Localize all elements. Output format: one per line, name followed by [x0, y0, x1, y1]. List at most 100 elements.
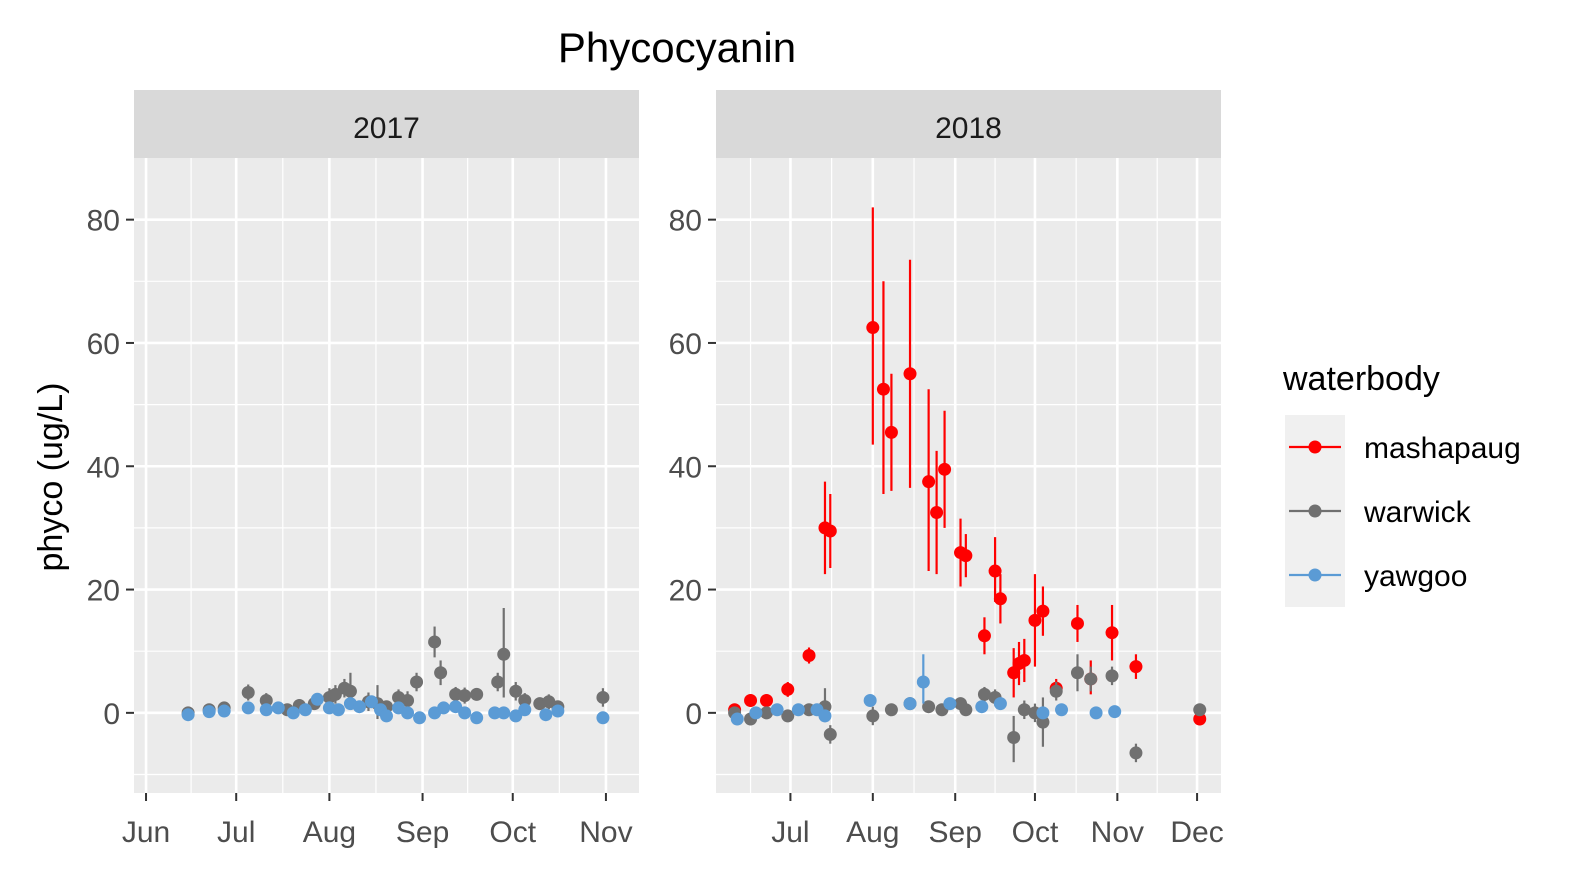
data-point	[331, 703, 345, 717]
legend-label: warwick	[1363, 496, 1472, 529]
data-point	[286, 706, 300, 720]
data-point	[823, 524, 837, 538]
data-point	[760, 694, 773, 708]
y-tick-label: 60	[87, 328, 120, 361]
data-point	[401, 706, 415, 720]
data-point	[959, 703, 973, 717]
x-tick-label: Oct	[1012, 816, 1059, 849]
data-point	[596, 690, 610, 704]
data-point	[781, 709, 795, 723]
data-point	[509, 684, 523, 698]
data-point	[241, 686, 255, 700]
y-tick-label: 0	[103, 698, 120, 731]
legend-key-point	[1308, 568, 1322, 582]
data-point	[884, 703, 898, 717]
legend-label: mashapaug	[1364, 432, 1521, 465]
data-point	[749, 706, 763, 720]
data-point	[1049, 684, 1063, 698]
data-point	[988, 564, 1002, 578]
chart-title: Phycocyanin	[558, 24, 796, 71]
x-tick-label: Aug	[846, 816, 899, 849]
data-point	[903, 697, 917, 711]
y-tick-label: 0	[685, 698, 702, 731]
data-point	[1129, 746, 1143, 760]
data-point	[437, 701, 451, 715]
data-point	[488, 706, 502, 720]
data-point	[1070, 666, 1084, 680]
legend-entry-mashapaug: mashapaug	[1285, 415, 1521, 479]
data-point	[428, 635, 442, 649]
y-tick-label: 20	[87, 575, 120, 608]
data-point	[1193, 712, 1207, 726]
x-tick-label: Oct	[489, 816, 536, 849]
series-yawgoo	[181, 692, 610, 725]
data-point	[470, 711, 484, 725]
y-tick-label: 40	[87, 451, 120, 484]
legend-title: waterbody	[1282, 360, 1440, 398]
x-tick-label: Sep	[396, 816, 449, 849]
x-tick-label: Dec	[1170, 816, 1223, 849]
data-point	[491, 675, 505, 689]
data-point	[993, 592, 1007, 606]
data-point	[352, 700, 366, 714]
data-point	[343, 684, 357, 698]
data-point	[977, 687, 991, 701]
strip-label: 2018	[935, 112, 1002, 145]
data-point	[916, 675, 930, 689]
panel-2018: 2018 0 20 40 60 80 Jul Aug Sep Oct Nov Dec	[669, 90, 1224, 849]
data-point	[1036, 706, 1050, 720]
x-tick-label: Nov	[579, 816, 632, 849]
x-tick-label: Nov	[1091, 816, 1144, 849]
data-point	[1017, 653, 1031, 667]
data-point	[930, 505, 944, 519]
x-tick-label: Jul	[771, 816, 809, 849]
data-point	[298, 703, 312, 717]
data-point	[943, 697, 957, 711]
data-point	[497, 706, 511, 720]
legend-label: yawgoo	[1364, 560, 1467, 593]
x-tick-label: Sep	[929, 816, 982, 849]
data-point	[1108, 705, 1122, 719]
data-point	[1070, 616, 1084, 630]
data-point	[458, 689, 472, 703]
series-mashapaug	[728, 207, 1207, 726]
data-point	[1193, 703, 1207, 717]
panel-2017: 2017 0 20 40 60 80 Jun Jul Aug Sep Oct Nov	[87, 90, 639, 849]
y-tick-label: 80	[669, 205, 702, 238]
strip-bg	[134, 90, 639, 158]
data-point	[1007, 731, 1021, 745]
data-point	[993, 697, 1007, 711]
data-point	[1129, 660, 1143, 674]
data-point	[596, 711, 610, 725]
data-point	[434, 666, 448, 680]
data-point	[903, 367, 917, 381]
data-point	[458, 706, 472, 720]
strip-label: 2017	[353, 112, 420, 145]
data-point	[818, 709, 832, 723]
data-point	[802, 649, 816, 663]
data-point	[866, 321, 880, 335]
data-point	[791, 703, 805, 717]
panels: 2017 0 20 40 60 80 Jun Jul Aug Sep Oct Nov 2018 0 20 40…	[87, 90, 1224, 849]
x-tick-label: Aug	[303, 816, 356, 849]
data-point	[1105, 669, 1119, 683]
data-point	[518, 694, 532, 708]
data-point	[470, 687, 484, 701]
data-point	[866, 709, 880, 723]
y-tick-label: 20	[669, 575, 702, 608]
data-point	[1036, 715, 1050, 729]
x-tick-label: Jun	[122, 816, 170, 849]
y-tick-label: 60	[669, 328, 702, 361]
data-point	[410, 675, 424, 689]
data-point	[884, 425, 898, 439]
panel-background	[716, 158, 1221, 793]
data-point	[744, 694, 758, 708]
data-point	[551, 704, 565, 718]
data-point	[977, 629, 991, 643]
data-point	[413, 711, 427, 725]
strip-bg	[716, 90, 1221, 158]
data-point	[922, 475, 936, 489]
data-point	[1055, 703, 1069, 717]
data-point	[518, 703, 532, 717]
